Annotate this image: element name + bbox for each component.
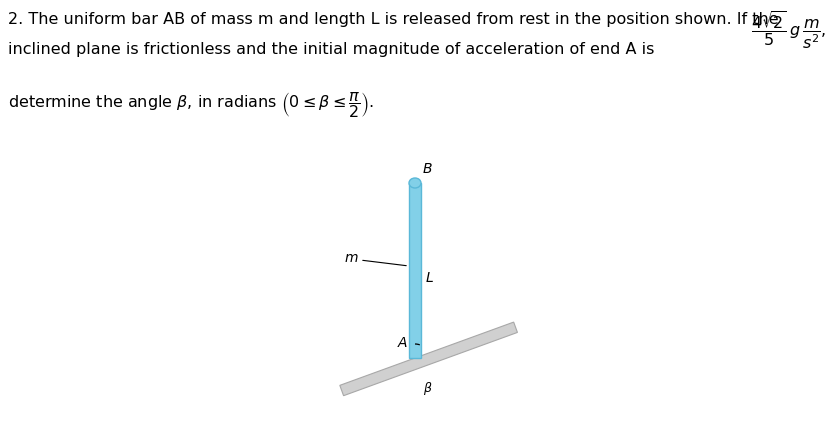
Text: A: A: [398, 336, 407, 350]
FancyBboxPatch shape: [409, 183, 421, 358]
Text: B: B: [423, 162, 433, 176]
Text: L: L: [426, 271, 433, 285]
Text: $\beta$: $\beta$: [423, 380, 433, 397]
Polygon shape: [339, 322, 518, 396]
Text: inclined plane is frictionless and the initial magnitude of acceleration of end : inclined plane is frictionless and the i…: [8, 42, 655, 57]
Text: $\dfrac{4\sqrt{2}}{5}$$\,g\,\dfrac{m}{s^2},$: $\dfrac{4\sqrt{2}}{5}$$\,g\,\dfrac{m}{s^…: [750, 9, 826, 51]
Text: determine the angle $\beta$, in radians $\left(0\leq\beta\leq\dfrac{\pi}{2}\righ: determine the angle $\beta$, in radians …: [8, 90, 374, 120]
Text: m: m: [344, 251, 358, 265]
Ellipse shape: [409, 178, 421, 188]
Text: 2. The uniform bar AB of mass m and length L is released from rest in the positi: 2. The uniform bar AB of mass m and leng…: [8, 12, 779, 27]
